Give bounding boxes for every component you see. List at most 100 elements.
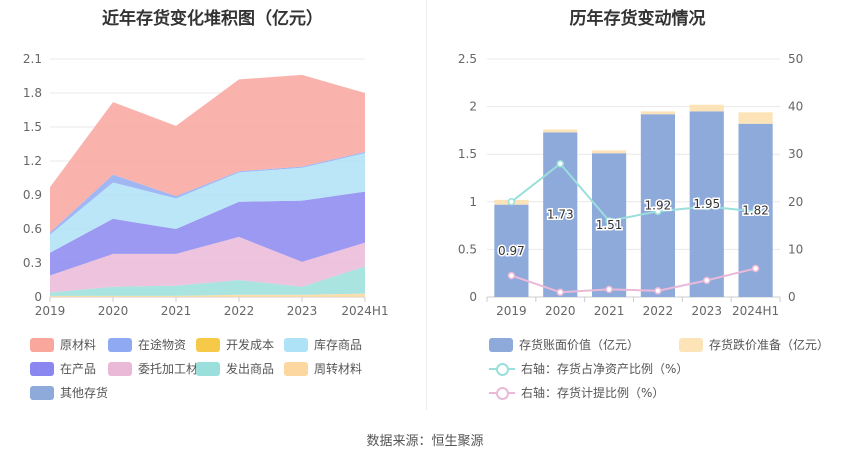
legend-label: 在产品 <box>60 362 97 376</box>
x-tick-label: 2024H1 <box>732 304 779 318</box>
line-point <box>703 276 711 285</box>
legend-label: 委托加工材料 <box>138 362 211 376</box>
legend-label: 其他存货 <box>60 386 109 400</box>
stacked-area-panel: 近年存货变化堆积图（亿元） 0 0.3 0.6 0.9 1.2 1.5 1.8 2.1 2019… <box>0 0 425 410</box>
legend-item[interactable]: 原材料 <box>30 336 96 353</box>
legend-swatch <box>196 361 220 376</box>
legend-swatch <box>489 362 515 376</box>
y-tick-label: 1.8 <box>23 86 42 100</box>
legend-swatch <box>30 337 54 352</box>
bar-value-label: 0.97 <box>498 244 525 258</box>
y-tick-label: 1.5 <box>23 120 42 134</box>
y-tick-label: 2 <box>469 100 477 114</box>
bar-value-label: 1.82 <box>742 203 769 217</box>
y-tick-label: 1.2 <box>23 154 42 168</box>
legend-item[interactable]: 库存商品 <box>284 336 362 353</box>
legend-item[interactable]: 存货跌价准备（亿元） <box>679 336 829 353</box>
legend-item[interactable]: 其他存货 <box>30 384 108 401</box>
x-tick-label: 2020 <box>545 304 576 318</box>
right-chart-title: 历年存货变动情况 <box>569 9 706 29</box>
legend-item[interactable]: 开发成本 <box>196 336 274 353</box>
y-tick-label: 2.5 <box>458 52 477 66</box>
x-tick-label: 2019 <box>35 304 66 318</box>
y2-tick-label: 0 <box>788 290 796 304</box>
x-tick-label: 2023 <box>691 304 722 318</box>
area-委托加工材料 <box>50 236 365 293</box>
y2-tick-label: 30 <box>788 147 803 161</box>
bar-book-value <box>591 153 627 297</box>
legend-label: 右轴：存货占净资产比例（%） <box>521 362 689 376</box>
y2-tick-label: 50 <box>788 52 803 66</box>
data-source: 数据来源：恒生聚源 <box>366 434 484 449</box>
line-point <box>751 207 760 216</box>
stacked-area-chart: 0 0.3 0.6 0.9 1.2 1.5 1.8 2.1 2019 2020 2021 2022 20… <box>23 52 389 318</box>
line-point <box>605 217 613 225</box>
legend-label: 发出商品 <box>226 362 275 376</box>
legend-label: 在途物资 <box>138 338 187 352</box>
y-tick-label: 0 <box>469 290 477 304</box>
legend-item[interactable]: 在产品 <box>30 360 96 377</box>
bar-book-value <box>494 204 529 297</box>
legend-item[interactable]: 右轴：存货计提比例（%） <box>489 384 664 401</box>
area-在途物资 <box>50 151 365 235</box>
bar-value-label: 1.95 <box>693 197 720 211</box>
bar-impairment <box>591 150 627 154</box>
area-周转材料 <box>50 293 365 297</box>
legend-item[interactable]: 存货账面价值（亿元） <box>489 336 639 353</box>
line-point <box>556 159 564 168</box>
legend-swatch <box>284 337 308 352</box>
area-在产品 <box>50 191 365 276</box>
bar-impairment <box>689 104 724 112</box>
legend-label: 右轴：存货计提比例（%） <box>521 386 665 400</box>
legend-item[interactable]: 右轴：存货占净资产比例（%） <box>489 360 688 377</box>
legend-swatch <box>284 361 308 376</box>
x-tick-label: 2021 <box>161 304 192 318</box>
legend-swatch <box>30 361 54 376</box>
legend-item[interactable]: 发出商品 <box>196 360 274 377</box>
legend-item[interactable]: 在途物资 <box>108 336 186 353</box>
y2-tick-label: 10 <box>788 242 803 256</box>
y-tick-label: 0 <box>34 290 42 304</box>
bar-value-label: 1.92 <box>645 199 672 213</box>
panel-divider <box>426 0 427 410</box>
line-point <box>507 198 516 206</box>
y-tick-label: 2.1 <box>23 52 42 66</box>
legend-label: 库存商品 <box>314 338 363 352</box>
y-tick-label: 1 <box>469 195 477 209</box>
x-tick-label: 2022 <box>224 304 255 318</box>
line-point <box>556 288 564 296</box>
area-发出商品 <box>50 266 365 296</box>
legend-item[interactable]: 委托加工材料 <box>108 360 210 377</box>
x-tick-label: 2022 <box>643 304 674 318</box>
legend-swatch <box>489 386 515 400</box>
bar-book-value <box>543 132 578 297</box>
bar-impairment <box>543 129 578 133</box>
y2-tick-label: 40 <box>788 100 803 114</box>
x-tick-label: 2023 <box>287 304 318 318</box>
bar-impairment <box>738 112 773 124</box>
bar-book-value <box>640 114 676 297</box>
legend-swatch <box>196 337 220 352</box>
bar-impairment <box>640 111 676 115</box>
bar-line-panel: 历年存货变动情况 0 0.5 1 1.5 2 2.5 0 10 20 30 40 50 2019 2020… <box>425 0 850 410</box>
area-原材料 <box>50 74 365 233</box>
line-point <box>751 264 760 273</box>
y-tick-label: 0.3 <box>23 256 42 270</box>
legend-label: 存货跌价准备（亿元） <box>709 338 830 352</box>
y-tick-label: 0.5 <box>458 242 477 256</box>
legend-swatch <box>489 337 513 352</box>
line-point <box>654 207 662 216</box>
y-tick-label: 1.5 <box>458 147 477 161</box>
y-tick-label: 0.6 <box>23 222 42 236</box>
bar-value-label: 1.51 <box>596 218 623 232</box>
x-tick-label: 2024H1 <box>341 304 388 318</box>
line-右轴：存货占净资产比例（%） <box>510 162 756 222</box>
legend-swatch <box>108 361 132 376</box>
x-tick-label: 2020 <box>98 304 129 318</box>
legend-swatch <box>108 337 132 352</box>
legend-label: 周转材料 <box>314 362 363 376</box>
legend-item[interactable]: 周转材料 <box>284 360 362 377</box>
bar-value-label: 1.73 <box>547 208 574 222</box>
line-point <box>703 202 711 211</box>
legend-label: 存货账面价值（亿元） <box>519 338 640 352</box>
